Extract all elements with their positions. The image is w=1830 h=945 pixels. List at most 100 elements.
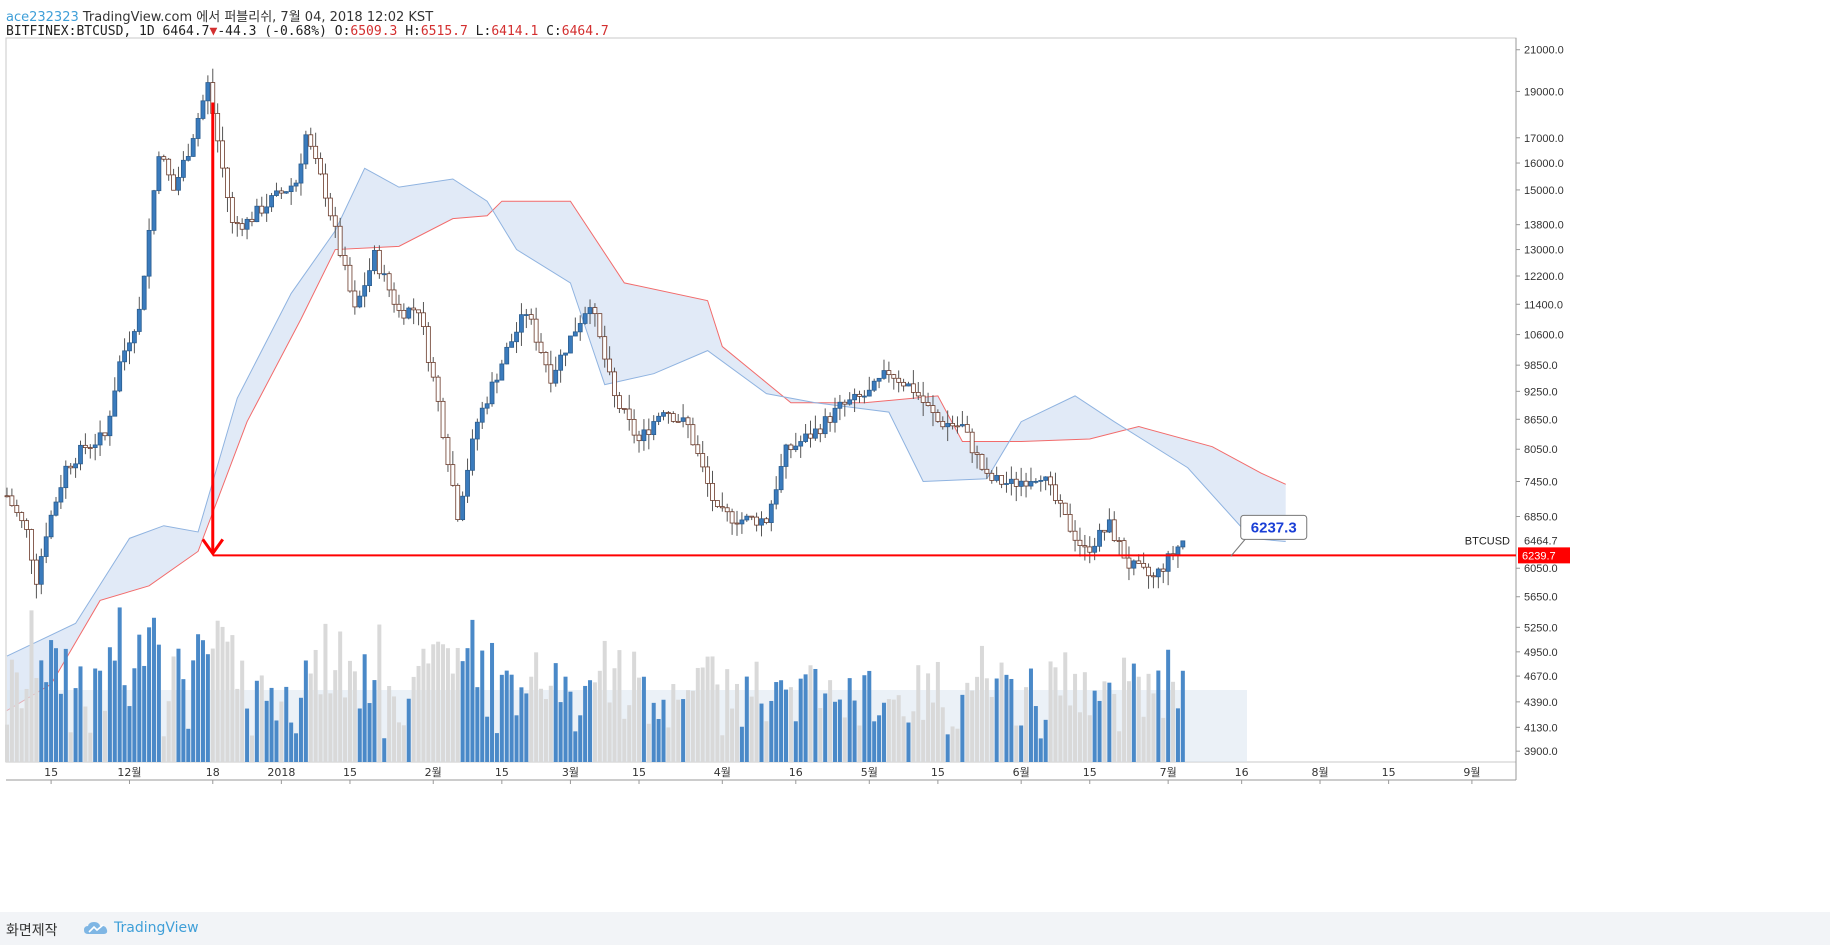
candle-body (470, 438, 475, 471)
close-label: C: (546, 24, 562, 39)
candle-body (102, 432, 108, 437)
volume-bar (450, 673, 455, 762)
tradingview-brand[interactable]: TradingView (84, 920, 199, 936)
volume-bar (637, 677, 642, 762)
candle-body (602, 336, 608, 360)
y-tick-label: 4390.0 (1524, 697, 1558, 709)
x-tick-label: 15 (1083, 766, 1097, 779)
candle-body (778, 466, 784, 491)
volume-bar (984, 678, 989, 762)
y-tick-label: 10600.0 (1524, 330, 1564, 342)
candle-body (906, 383, 911, 387)
volume-bar (1028, 668, 1033, 762)
volume-bar (205, 654, 210, 762)
candle-body (538, 341, 544, 353)
candle-body (773, 489, 779, 505)
candle-body (641, 429, 647, 442)
candle-body (200, 100, 206, 119)
volume-bar (240, 660, 245, 762)
candle-body (1160, 568, 1166, 572)
candle-body (999, 475, 1004, 485)
candle-body (724, 507, 730, 513)
candle-body (195, 118, 201, 139)
candle-body (68, 465, 74, 469)
volume-bar (1063, 652, 1068, 762)
y-tick-label: 6050.0 (1524, 563, 1558, 575)
drop-arrow-head (201, 538, 224, 556)
volume-bar (1112, 693, 1117, 762)
volume-bar (867, 670, 872, 762)
candle-body (1126, 557, 1132, 569)
candle-body (700, 453, 706, 468)
candle-body (274, 190, 279, 196)
candle-body (617, 395, 622, 409)
candle-body (342, 255, 348, 266)
candle-body (97, 432, 103, 446)
published-text: TradingView.com 에서 퍼블리쉬, 7월 04, 2018 12:… (82, 10, 434, 25)
volume-bar (837, 699, 842, 762)
volume-bar (529, 676, 534, 762)
ichimoku-cloud (7, 168, 1286, 711)
y-tick-label: 13800.0 (1524, 220, 1564, 232)
candle-body (425, 326, 431, 363)
volume-bar (176, 648, 181, 762)
y-tick-label: 9250.0 (1524, 386, 1558, 398)
volume-bar (891, 699, 896, 762)
volume-bar (5, 724, 9, 762)
volume-bar (690, 690, 695, 762)
volume-bar (1048, 661, 1053, 762)
volume-bar (930, 702, 935, 762)
y-tick-label: 16000.0 (1524, 158, 1564, 170)
volume-bar (994, 678, 999, 762)
candle-body (852, 393, 857, 401)
volume-bar (49, 640, 54, 762)
candle-body (543, 352, 549, 366)
volume-bar (735, 683, 740, 762)
candle-body (1023, 480, 1029, 487)
candle-body (1121, 540, 1127, 559)
volume-bar (186, 728, 191, 762)
candle-body (523, 314, 529, 316)
candle-body (866, 389, 872, 397)
price-chart[interactable]: 6237.3 21000.0 19000.0 17000.0 16000.0 15000.… (0, 0, 1830, 912)
volume-bar (485, 716, 490, 762)
candle-body (563, 352, 568, 356)
candle-body (729, 511, 735, 524)
volume-bar (9, 659, 14, 762)
candle-body (710, 483, 715, 501)
candle-body (572, 331, 578, 337)
volume-bar (788, 687, 793, 762)
x-tick-label: 4월 (714, 766, 731, 779)
candle-body (631, 419, 637, 436)
candle-body (969, 431, 975, 454)
volume-bar (1151, 693, 1156, 762)
y-tick-label: 5650.0 (1524, 592, 1558, 604)
candle-body (352, 290, 358, 308)
candle-body (391, 289, 397, 305)
volume-bar (563, 676, 568, 762)
volume-bar (979, 645, 984, 762)
publisher-username[interactable]: ace232323 (6, 10, 79, 25)
volume-bar (298, 697, 303, 762)
candle-body (749, 515, 755, 518)
candle-body (117, 361, 123, 392)
candle-body (327, 197, 333, 217)
volume-bar (641, 676, 646, 762)
volume-bar (759, 703, 764, 762)
volume-bar (245, 708, 250, 762)
candle-body (690, 424, 696, 446)
candle-body (626, 408, 632, 420)
candle-body (38, 556, 44, 585)
candle-body (249, 218, 255, 223)
price-change: -44.3 (-0.68%) (217, 24, 327, 39)
candle-body (308, 134, 314, 147)
candle-body (675, 420, 681, 423)
volume-bar (730, 708, 735, 762)
candle-body (1141, 563, 1147, 568)
candle-body (357, 295, 363, 308)
open-label: O: (334, 24, 351, 39)
candle-body (1077, 539, 1083, 547)
chart-published-meta: ace232323 TradingView.com 에서 퍼블리쉬, 7월 04… (6, 6, 433, 25)
volume-bar (1097, 700, 1102, 762)
candle-body (871, 380, 877, 391)
